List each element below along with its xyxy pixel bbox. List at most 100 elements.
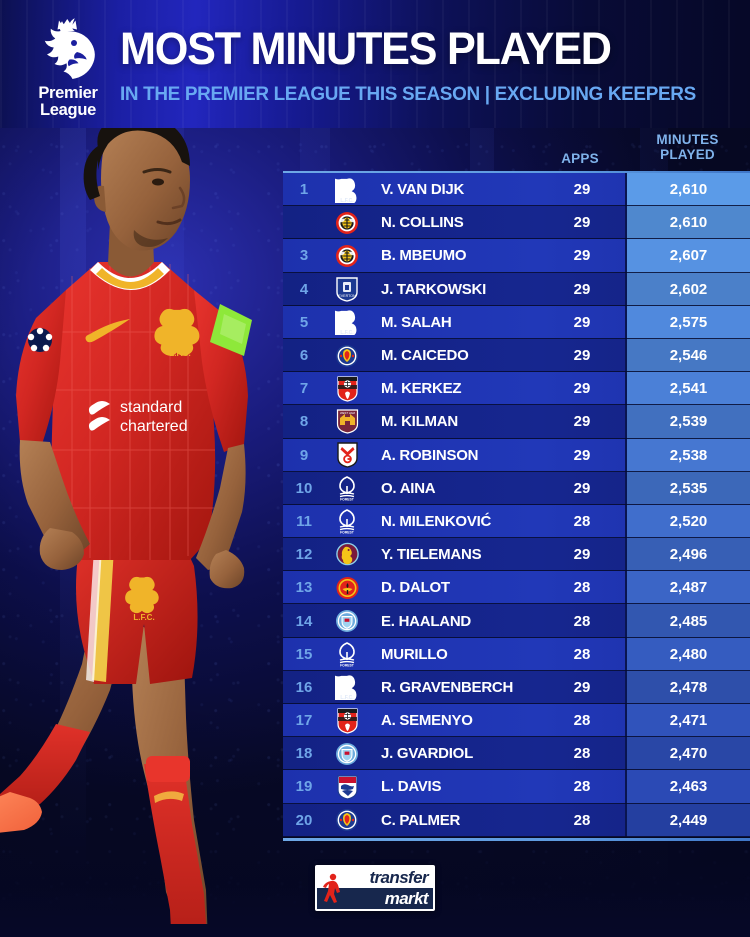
club-badge-chelsea-icon (325, 808, 369, 832)
cell-player-name: M. CAICEDO (381, 347, 469, 365)
cell-minutes-played: 2,541 (625, 372, 750, 406)
cell-rank: 9 (299, 446, 309, 464)
svg-text:standard: standard (120, 399, 182, 416)
table-top-rule (283, 171, 750, 173)
svg-text:L.F.C.: L.F.C. (340, 695, 354, 700)
cell-minutes-played: 2,487 (625, 571, 750, 605)
cell-player-name: O. AINA (381, 479, 436, 497)
transfermarkt-logo-bottom: markt (317, 888, 433, 909)
svg-text:FOREST: FOREST (340, 664, 355, 668)
club-badge-bournemouth-icon (325, 707, 369, 734)
cell-rank: 6 (299, 347, 309, 365)
table-row[interactable]: 3 B. MBEUMO 29 2,607 (283, 239, 750, 273)
table-row[interactable]: 19 L. DAVIS 28 2,463 (283, 770, 750, 804)
cell-apps: 29 (573, 181, 591, 199)
svg-text:L.F.C.: L.F.C. (340, 198, 354, 203)
cell-rank: 15 (295, 645, 313, 663)
cell-player-name: R. GRAVENBERCH (381, 678, 514, 696)
cell-apps: 29 (573, 313, 591, 331)
cell-rank: 8 (299, 413, 309, 431)
svg-text:L.F.C.: L.F.C. (169, 349, 190, 358)
footer: transfer markt (0, 865, 750, 911)
cell-apps: 28 (573, 811, 591, 829)
pl-logo-line2: League (40, 101, 96, 119)
cell-minutes-played: 2,496 (625, 538, 750, 572)
cell-apps: 29 (573, 678, 591, 696)
cell-player-name: Y. TIELEMANS (381, 546, 482, 564)
club-badge-ipswich-icon (325, 774, 369, 800)
cell-player-name: A. ROBINSON (381, 446, 479, 464)
column-header-minutes-played: MINUTES PLAYED (625, 132, 750, 162)
table-row[interactable]: N. COLLINS 29 2,610 (283, 206, 750, 240)
table-row[interactable]: 13 D. DALOT 28 2,487 (283, 571, 750, 605)
cell-minutes-played: 2,539 (625, 405, 750, 439)
club-badge-forest-icon: FOREST (325, 508, 369, 534)
column-header-apps: APPS (561, 151, 599, 166)
cell-player-name: M. KILMAN (381, 413, 458, 431)
cell-apps: 28 (573, 512, 591, 530)
cell-rank: 17 (295, 712, 313, 730)
table-row[interactable]: 9 A. ROBINSON 29 2,538 (283, 438, 750, 472)
cell-rank: 16 (295, 678, 313, 696)
table-row[interactable]: 10 FOREST O. AINA 29 2,535 (283, 471, 750, 506)
club-badge-fulham-icon (325, 442, 369, 468)
table-row[interactable]: 16 L.F.C. R. GRAVENBERCH 29 2,478 (283, 670, 750, 705)
table-row[interactable]: 12 Y. TIELEMANS 29 2,496 (283, 538, 750, 572)
table-row[interactable]: 15 FOREST MURILLO 28 2,480 (283, 637, 750, 672)
club-badge-liverpool-icon: L.F.C. (325, 177, 369, 203)
table-row[interactable]: 5 L.F.C. M. SALAH 29 2,575 (283, 305, 750, 340)
table-row[interactable]: 7 M. KERKEZ 29 2,541 (283, 372, 750, 406)
cell-minutes-played: 2,471 (625, 704, 750, 738)
svg-text:WEST HAM: WEST HAM (339, 412, 355, 416)
transfermarkt-player-icon (323, 873, 340, 903)
table-row[interactable]: 17 A. SEMENYO 28 2,471 (283, 704, 750, 738)
cell-apps: 29 (573, 380, 591, 398)
table-row[interactable]: 14 E. HAALAND 28 2,485 (283, 604, 750, 638)
cell-player-name: J. GVARDIOL (381, 745, 473, 763)
cell-apps: 29 (573, 479, 591, 497)
cell-minutes-played: 2,546 (625, 338, 750, 373)
svg-text:L.F.C.: L.F.C. (133, 613, 154, 622)
cell-rank: 13 (295, 579, 313, 597)
transfermarkt-logo[interactable]: transfer markt (315, 865, 435, 911)
cell-apps: 29 (573, 280, 591, 298)
column-header-minutes-line2: PLAYED (660, 147, 715, 162)
transfermarkt-wordmark-transfer: transfer (369, 868, 428, 887)
table-row[interactable]: 8 WEST HAM M. KILMAN 29 2,539 (283, 405, 750, 439)
cell-player-name: L. DAVIS (381, 778, 442, 796)
club-badge-chelsea-icon (325, 344, 369, 368)
cell-apps: 28 (573, 745, 591, 763)
cell-apps: 28 (573, 712, 591, 730)
table-bottom-rule (283, 837, 750, 841)
player-photo-van-dijk: L.F.C. L.F.C. standard chartered (0, 114, 252, 924)
cell-minutes-played: 2,485 (625, 604, 750, 638)
premier-league-logo: Premier League (22, 16, 114, 120)
table-column-headers: APPS MINUTES PLAYED (283, 128, 750, 171)
cell-apps: 29 (573, 214, 591, 232)
svg-text:chartered: chartered (120, 418, 188, 435)
table-row[interactable]: 1 L.F.C. V. VAN DIJK 29 2,610 (283, 173, 750, 207)
cell-minutes-played: 2,538 (625, 438, 750, 472)
cell-apps: 28 (573, 579, 591, 597)
table-row[interactable]: 20 C. PALMER 28 2,449 (283, 803, 750, 837)
table-row[interactable]: 4 EVERTON J. TARKOWSKI 29 2,602 (283, 272, 750, 306)
transfermarkt-wordmark-markt: markt (384, 889, 429, 908)
cell-player-name: A. SEMENYO (381, 712, 473, 730)
club-badge-liverpool-icon: L.F.C. (325, 309, 369, 336)
pl-logo-line1: Premier (38, 84, 98, 102)
cell-minutes-played: 2,610 (625, 206, 750, 240)
cell-minutes-played: 2,575 (625, 305, 750, 339)
cell-player-name: E. HAALAND (381, 612, 471, 630)
premier-league-lion-icon (44, 18, 95, 79)
club-badge-westham-icon: WEST HAM (325, 409, 369, 435)
svg-text:FOREST: FOREST (340, 531, 355, 535)
table-row[interactable]: 6 M. CAICEDO 29 2,546 (283, 338, 750, 373)
table-row[interactable]: 18 J. GVARDIOL 28 2,470 (283, 737, 750, 771)
table-row[interactable]: 11 FOREST N. MILENKOVIĆ 28 2,520 (283, 504, 750, 539)
club-badge-mancity-icon (325, 742, 369, 766)
club-badge-bournemouth-icon (325, 376, 369, 402)
cell-player-name: C. PALMER (381, 811, 461, 829)
cell-apps: 29 (573, 546, 591, 564)
club-badge-forest-icon: FOREST (325, 475, 369, 501)
cell-minutes-played: 2,480 (625, 637, 750, 671)
